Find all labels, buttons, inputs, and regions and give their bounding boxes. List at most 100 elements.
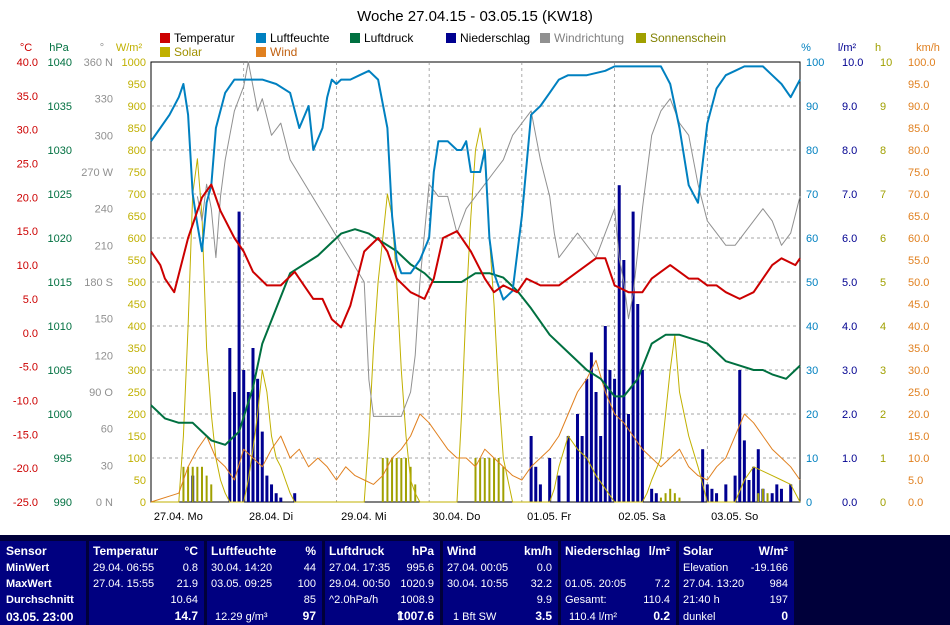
unit-rain: l/m² bbox=[838, 42, 857, 54]
rain-bar bbox=[589, 352, 593, 502]
unit-temp: °C bbox=[20, 42, 32, 54]
avg-value: 85 bbox=[303, 594, 316, 606]
rain-bar bbox=[705, 484, 709, 502]
pressure-tick: 1015 bbox=[48, 277, 72, 289]
sun-tick: 9 bbox=[880, 101, 886, 113]
solar-tick: 750 bbox=[128, 167, 146, 179]
rain-bar bbox=[733, 475, 737, 502]
sunshine-bar bbox=[409, 466, 412, 502]
avg-value: 10.64 bbox=[170, 594, 198, 606]
wind-tick: 15.0 bbox=[908, 431, 929, 443]
unit-humidity: % bbox=[801, 42, 811, 54]
rain-bar bbox=[232, 392, 236, 502]
humidity-tick: 30 bbox=[806, 365, 818, 377]
legend-swatch bbox=[446, 33, 456, 43]
rain-bar bbox=[594, 392, 598, 502]
rain-bar bbox=[279, 497, 283, 502]
sunshine-bar bbox=[483, 458, 486, 502]
direction-tick: 360 N bbox=[84, 57, 113, 69]
rain-tick: 2.0 bbox=[842, 409, 857, 421]
max-value: 7.2 bbox=[654, 578, 670, 590]
unit-direction: ° bbox=[100, 42, 104, 54]
temp-tick: 35.0 bbox=[17, 91, 38, 103]
solar-tick: 300 bbox=[128, 365, 146, 377]
rain-bar bbox=[654, 493, 658, 502]
x-tick-label: 29.04. Mi bbox=[341, 511, 386, 523]
sunshine-bar bbox=[187, 466, 190, 502]
beaufort-direction: 1 Bft SW bbox=[453, 611, 497, 623]
max-value: 984 bbox=[769, 578, 788, 590]
wind-tick: 35.0 bbox=[908, 343, 929, 355]
panel-header: Luftdruck bbox=[329, 544, 385, 558]
sunshine-bar bbox=[673, 493, 676, 502]
panel-unit: l/m² bbox=[648, 544, 670, 558]
wind-tick: 70.0 bbox=[908, 189, 929, 201]
humidity-tick: 70 bbox=[806, 189, 818, 201]
max-time: 30.04. 10:55 bbox=[447, 578, 509, 590]
rain-bar bbox=[701, 449, 705, 502]
direction-tick: 30 bbox=[101, 460, 113, 472]
wind-tick: 80.0 bbox=[908, 145, 929, 157]
sunshine-bar bbox=[761, 488, 764, 502]
pressure-tick: 1040 bbox=[48, 57, 72, 69]
unit-wind: km/h bbox=[916, 42, 940, 54]
sunshine-bar bbox=[400, 458, 403, 502]
solar-tick: 250 bbox=[128, 387, 146, 399]
daylight-state: dunkel bbox=[683, 611, 716, 623]
unit-pressure: hPa bbox=[49, 42, 69, 54]
pressure-tick: 1025 bbox=[48, 189, 72, 201]
pressure-tick: 995 bbox=[54, 453, 72, 465]
rain-bar bbox=[613, 378, 617, 502]
rain-bar bbox=[742, 440, 746, 502]
temp-tick: 25.0 bbox=[17, 159, 38, 171]
rain-bar bbox=[274, 493, 278, 502]
legend-label: Wind bbox=[270, 45, 298, 59]
row-label-max: MaxWert bbox=[6, 578, 52, 590]
rain-bar bbox=[246, 392, 250, 502]
current-timestamp: 03.05. 23:00 bbox=[6, 610, 74, 624]
humidity-tick: 50 bbox=[806, 277, 818, 289]
current-value: 14.7 bbox=[174, 609, 198, 623]
rain-bar bbox=[752, 466, 756, 502]
direction-tick: 0 N bbox=[96, 497, 113, 509]
trend-label: ^2.0hPa/h bbox=[329, 594, 379, 606]
sun-tick: 3 bbox=[880, 365, 886, 377]
chart-grid bbox=[150, 61, 801, 503]
max-time: 03.05. 09:25 bbox=[211, 578, 273, 590]
wind-tick: 50.0 bbox=[908, 277, 929, 289]
wind-tick: 25.0 bbox=[908, 387, 929, 399]
pressure-tick: 990 bbox=[54, 497, 72, 509]
rain-tick: 0.0 bbox=[842, 497, 857, 509]
panel-unit: km/h bbox=[523, 544, 552, 558]
sunshine-bar bbox=[404, 458, 407, 502]
min-time: 27.04. 00:05 bbox=[447, 562, 509, 574]
x-tick-label: 27.04. Mo bbox=[154, 511, 203, 523]
humidity-tick: 100 bbox=[806, 57, 824, 69]
wind-tick: 85.0 bbox=[908, 123, 929, 135]
legend-swatch bbox=[540, 33, 550, 43]
direction-tick: 180 S bbox=[84, 277, 113, 289]
panel-header: Solar bbox=[683, 544, 714, 558]
rain-tick: 7.0 bbox=[842, 189, 857, 201]
wind-tick: 60.0 bbox=[908, 233, 929, 245]
direction-tick: 240 bbox=[95, 204, 113, 216]
legend-item-luftdruck: Luftdruck bbox=[350, 31, 413, 45]
temp-tick: -25.0 bbox=[13, 497, 38, 509]
direction-tick: 90 O bbox=[89, 387, 113, 399]
humidity-tick: 60 bbox=[806, 233, 818, 245]
sunshine-bar bbox=[395, 458, 398, 502]
temp-tick: 40.0 bbox=[17, 57, 38, 69]
wind-tick: 10.0 bbox=[908, 453, 929, 465]
rain-bar bbox=[710, 488, 714, 502]
solar-tick: 200 bbox=[128, 409, 146, 421]
solar-tick: 500 bbox=[128, 277, 146, 289]
sunshine-bar bbox=[669, 488, 672, 502]
rain-bar bbox=[622, 260, 626, 502]
temp-tick: -15.0 bbox=[13, 429, 38, 441]
current-value: 0 bbox=[781, 609, 788, 623]
sunshine-bars bbox=[182, 458, 769, 502]
rain-bar bbox=[779, 488, 783, 502]
current-value: 0.2 bbox=[653, 609, 670, 623]
direction-tick: 330 bbox=[95, 94, 113, 106]
absolute-humidity: 12.29 g/m³ bbox=[215, 611, 268, 623]
